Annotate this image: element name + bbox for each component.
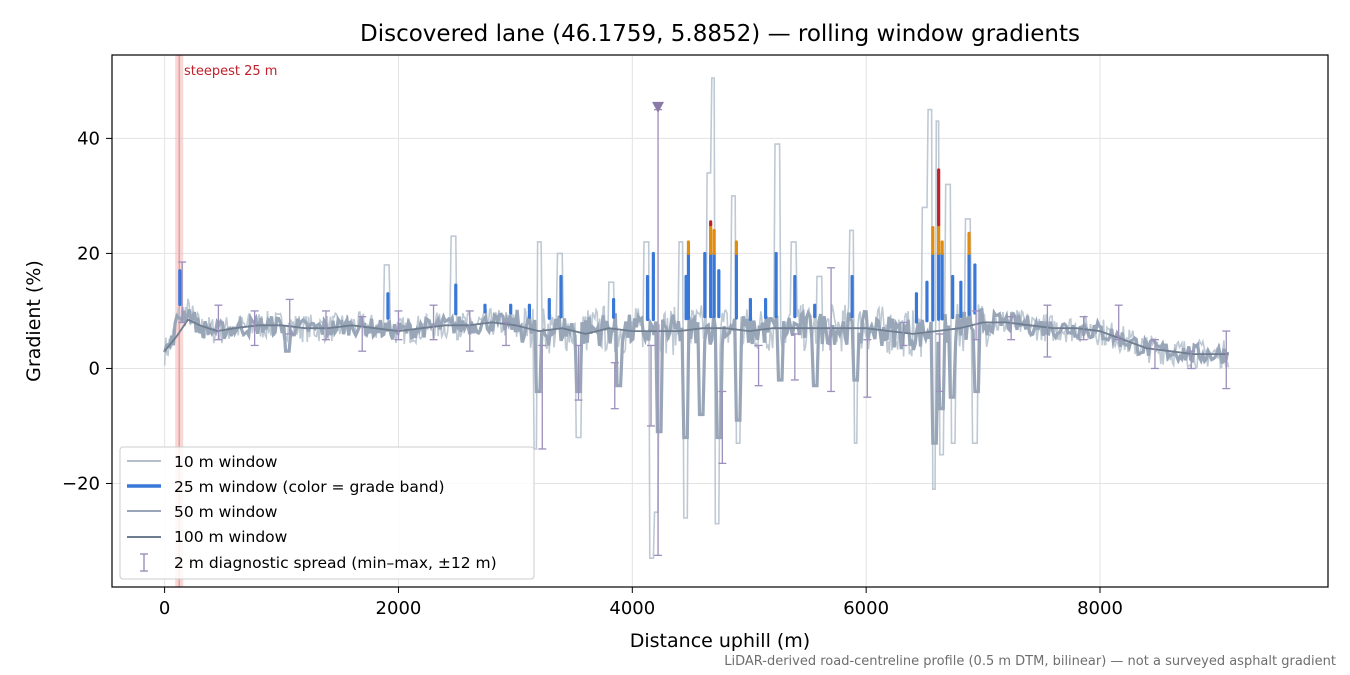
x-tick-label: 4000 bbox=[609, 598, 655, 619]
chart-title: Discovered lane (46.1759, 5.8852) — roll… bbox=[360, 21, 1080, 47]
legend-label-100m: 100 m window bbox=[174, 528, 288, 546]
y-tick-label: 0 bbox=[89, 358, 100, 379]
plot-frame bbox=[111, 54, 1329, 588]
legend-box bbox=[119, 446, 535, 580]
y-axis-label: Gradient (%) bbox=[23, 260, 45, 382]
x-tick-label: 2000 bbox=[376, 598, 422, 619]
x-tick-label: 8000 bbox=[1077, 598, 1123, 619]
series-10m-line bbox=[163, 77, 1230, 559]
x-tick-label: 6000 bbox=[843, 598, 889, 619]
legend: 10 m window 25 m window (color = grade b… bbox=[119, 446, 535, 580]
x-axis-label: Distance uphill (m) bbox=[630, 630, 810, 652]
axis-ticks: 0 2000 4000 6000 8000 −20 0 20 40 bbox=[62, 128, 1123, 619]
footnote: LiDAR-derived road-centreline profile (0… bbox=[724, 654, 1336, 669]
legend-swatch-spread bbox=[140, 553, 148, 572]
max-marker bbox=[652, 101, 665, 113]
legend-label-25m: 25 m window (color = grade band) bbox=[174, 478, 445, 496]
series-100m-line bbox=[163, 318, 1229, 355]
series-50m-line bbox=[163, 307, 1229, 445]
steepest-annotation: steepest 25 m bbox=[184, 64, 277, 79]
legend-label-50m: 50 m window bbox=[174, 503, 278, 521]
y-tick-label: −20 bbox=[62, 473, 100, 494]
legend-label-10m: 10 m window bbox=[174, 453, 278, 471]
plot-area bbox=[163, 55, 1231, 587]
y-tick-label: 40 bbox=[77, 128, 100, 149]
legend-label-spread: 2 m diagnostic spread (min–max, ±12 m) bbox=[174, 554, 497, 572]
x-tick-label: 0 bbox=[159, 598, 170, 619]
y-tick-label: 20 bbox=[77, 243, 100, 264]
